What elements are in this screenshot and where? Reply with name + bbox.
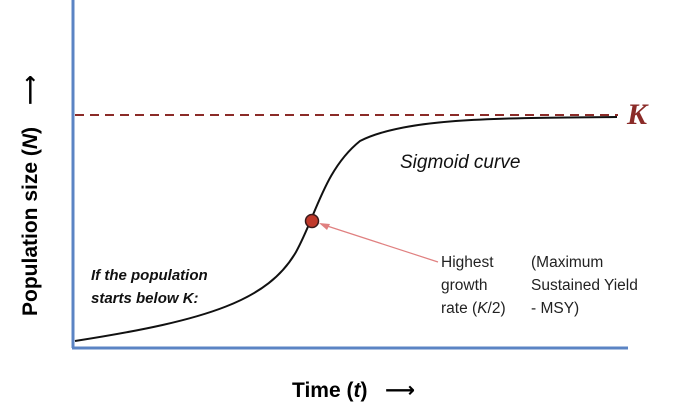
- start-note-line-1: If the population: [91, 267, 208, 284]
- x-axis-arrow: ⟶: [384, 379, 416, 402]
- start-note: If the population starts below K:: [91, 264, 208, 310]
- carrying-capacity-label: K: [627, 98, 648, 131]
- peak-arrow: [320, 223, 439, 263]
- sigmoid-curve-label: Sigmoid curve: [400, 152, 521, 173]
- y-axis-title-variable: N: [19, 133, 42, 150]
- y-axis-title-suffix: ): [19, 126, 42, 134]
- start-note-line-2: starts below K:: [91, 290, 199, 307]
- x-axis-title-suffix: ): [360, 379, 368, 402]
- msy-note-line-1: (Maximum: [531, 254, 604, 271]
- sigmoid-curve: [74, 116, 618, 342]
- peak-note-line-2: growth: [441, 277, 488, 294]
- peak-note-line-1: Highest: [441, 254, 494, 271]
- y-axis-title-prefix: Population size (: [19, 149, 42, 316]
- msy-note-line-2: Sustained Yield: [531, 277, 638, 294]
- x-axis-title-prefix: Time (: [292, 379, 354, 402]
- peak-note-line-3-suffix: /2): [487, 300, 506, 317]
- peak-arrow-head: [319, 223, 330, 230]
- x-axis-title: Time (t) ⟶: [292, 378, 415, 403]
- peak-growth-note: Highest growth rate (K/2): [441, 251, 506, 320]
- inflection-point-marker: [304, 213, 320, 229]
- peak-note-line-3-prefix: rate (: [441, 300, 478, 317]
- msy-note: (Maximum Sustained Yield - MSY): [531, 251, 638, 320]
- peak-note-line-3: rate (K/2): [441, 297, 506, 320]
- msy-note-line-3: - MSY): [531, 300, 580, 317]
- peak-note-line-3-variable: K: [477, 300, 488, 317]
- y-axis-title: Population size (N) ⟶: [18, 75, 43, 316]
- x-axis-title-variable: t: [353, 379, 361, 402]
- y-axis-arrow: ⟶: [19, 74, 42, 105]
